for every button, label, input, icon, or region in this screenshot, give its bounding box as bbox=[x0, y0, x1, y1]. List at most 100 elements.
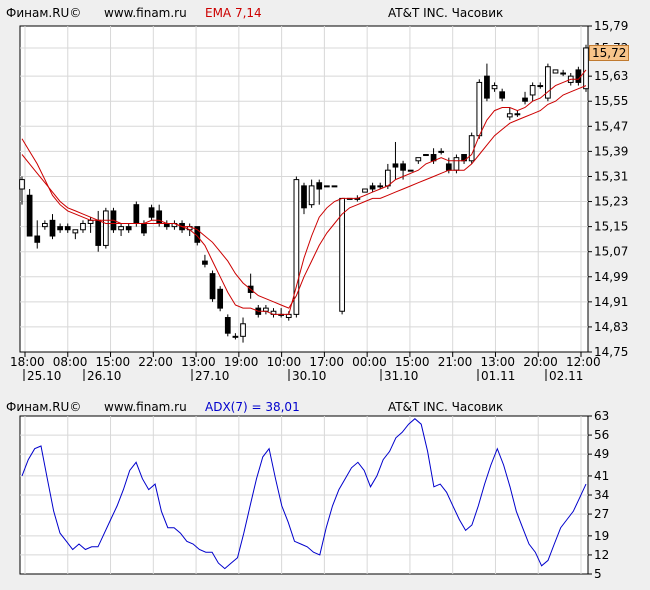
candle-body-down bbox=[575, 69, 582, 83]
time-tick-label: 13:00 bbox=[480, 355, 515, 369]
candle-body-down bbox=[141, 222, 147, 234]
price-instrument-title: AT&T INC. Часовик bbox=[388, 6, 504, 20]
candle-body-up bbox=[362, 188, 368, 193]
candle-body-down bbox=[202, 260, 208, 265]
candle-body-up bbox=[293, 179, 300, 315]
adx-site-link[interactable]: www.finam.ru bbox=[104, 400, 187, 414]
date-tick-label: 27.10 bbox=[195, 369, 229, 383]
candle bbox=[118, 223, 124, 237]
ema-indicator-label: EMA 7,14 bbox=[205, 6, 262, 20]
candle-body-up bbox=[583, 47, 589, 90]
candle bbox=[217, 286, 224, 312]
candle-body-up bbox=[339, 197, 345, 312]
ema-fast-line bbox=[21, 69, 587, 315]
adx-y-tick-label: 63 bbox=[594, 409, 609, 423]
candle-body-up bbox=[377, 185, 384, 188]
candle bbox=[72, 229, 79, 240]
adx-y-tick-label: 34 bbox=[594, 488, 609, 502]
adx-y-tick-label: 12 bbox=[594, 548, 609, 562]
adx-y-tick-label: 41 bbox=[594, 469, 609, 483]
candle-body-up bbox=[118, 226, 124, 231]
candle bbox=[392, 141, 399, 180]
price-y-tick-label: 15,63 bbox=[594, 69, 628, 83]
candle-body-up bbox=[468, 135, 475, 162]
adx-y-tick-label: 49 bbox=[594, 447, 609, 461]
ema-slow-line bbox=[21, 85, 587, 309]
candle-body-down bbox=[499, 91, 506, 99]
candle-body-up bbox=[240, 323, 246, 337]
candle-body-up bbox=[453, 157, 460, 171]
candle-body-down bbox=[316, 182, 323, 190]
date-tick-label: 26.10 bbox=[87, 369, 121, 383]
candle bbox=[560, 69, 566, 77]
last-price-tag: 15,72 bbox=[589, 45, 630, 61]
candle-body-up bbox=[407, 169, 414, 172]
time-tick-label: 15:00 bbox=[395, 355, 430, 369]
candle-body-up bbox=[506, 113, 513, 118]
adx-y-tick-label: 19 bbox=[594, 529, 609, 543]
candle bbox=[102, 207, 109, 249]
candle-body-up bbox=[537, 85, 544, 88]
time-tick-label: 13:00 bbox=[181, 355, 216, 369]
candle-body-down bbox=[95, 219, 102, 246]
time-tick-label: 17:00 bbox=[309, 355, 344, 369]
candle bbox=[415, 157, 422, 164]
candle-body-up bbox=[514, 113, 521, 116]
price-y-tick-label: 15,47 bbox=[594, 119, 628, 133]
candle-body-up bbox=[384, 169, 391, 187]
candle-body-down bbox=[301, 185, 307, 209]
candle-body-up bbox=[476, 81, 483, 137]
time-tick-label: 21:00 bbox=[438, 355, 473, 369]
price-y-tick-label: 15,55 bbox=[594, 94, 628, 108]
price-site-link[interactable]: www.finam.ru bbox=[104, 6, 187, 20]
price-y-tick-label: 15,39 bbox=[594, 144, 628, 158]
candle bbox=[476, 79, 483, 139]
candle bbox=[49, 214, 56, 240]
candle-body-up bbox=[423, 154, 429, 157]
price-watermark: Финам.RU© bbox=[6, 6, 82, 20]
candle bbox=[224, 314, 231, 337]
candle-body-down bbox=[133, 204, 140, 224]
adx-indicator-label: ADX(7) = 38,01 bbox=[205, 400, 300, 414]
candle bbox=[324, 185, 330, 188]
candle-body-up bbox=[415, 157, 422, 162]
candle-body-up bbox=[102, 210, 109, 246]
candle bbox=[407, 169, 414, 172]
candle bbox=[491, 82, 498, 92]
candle bbox=[19, 176, 25, 205]
candle bbox=[42, 220, 48, 230]
candle bbox=[537, 82, 544, 89]
candle-body-down bbox=[26, 194, 33, 237]
candle-body-down bbox=[445, 163, 452, 171]
adx-y-tick-label: 5 bbox=[594, 567, 602, 581]
candle bbox=[468, 132, 475, 164]
candle bbox=[293, 176, 300, 318]
candle bbox=[529, 82, 536, 102]
price-y-tick-label: 15,23 bbox=[594, 195, 628, 209]
price-x-axis: 18:00 08:00 15:00 22:00 13:00 19:00 10:00 17:00… bbox=[10, 352, 601, 383]
adx-line bbox=[21, 418, 587, 570]
time-tick-label: 19:00 bbox=[224, 355, 259, 369]
candle-body-down bbox=[400, 163, 406, 171]
candle-body-up bbox=[87, 219, 94, 224]
candle-body-up bbox=[42, 222, 48, 228]
candle bbox=[301, 182, 307, 215]
price-y-axis: 15,79 15,72 15,63 15,55 15,47 15,39 15,31 15,23… bbox=[588, 19, 628, 359]
candle-body-up bbox=[80, 222, 86, 231]
candle-body-down bbox=[125, 226, 132, 231]
candle bbox=[499, 88, 506, 102]
candle-body-up bbox=[331, 185, 338, 188]
candle-body-up bbox=[438, 150, 445, 153]
candle-body-down bbox=[64, 226, 71, 231]
candle bbox=[34, 220, 41, 249]
time-tick-label: 10:00 bbox=[267, 355, 302, 369]
candle bbox=[438, 148, 445, 155]
candle-body-down bbox=[392, 163, 399, 168]
candle bbox=[64, 223, 71, 233]
candle-body-down bbox=[156, 210, 163, 224]
candle-body-down bbox=[224, 317, 231, 334]
candle bbox=[80, 220, 86, 233]
candle-body-up bbox=[560, 72, 566, 75]
candle bbox=[316, 179, 323, 205]
